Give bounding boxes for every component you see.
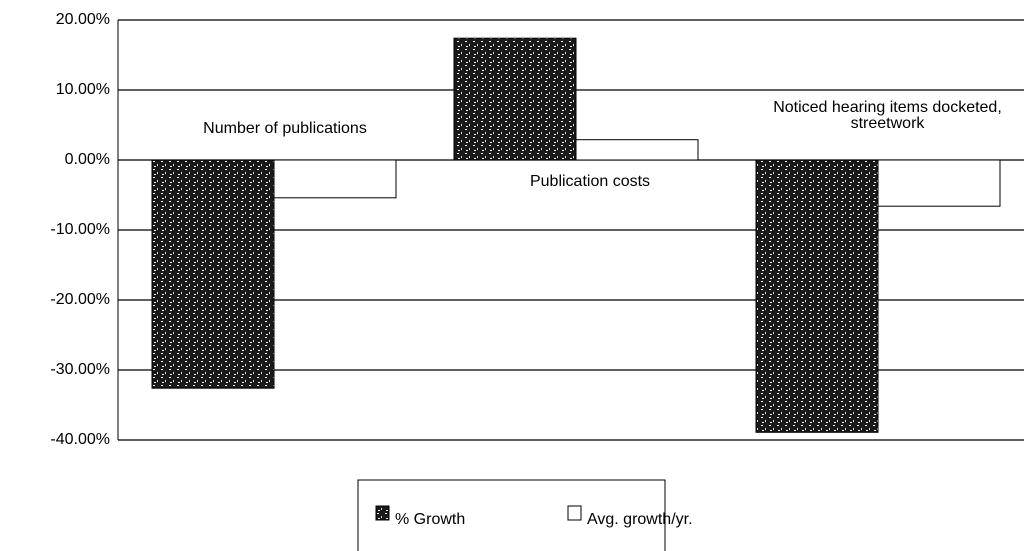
y-tick-label: -30.00% [50, 361, 110, 378]
category-label: Number of publications [155, 121, 415, 137]
legend-swatch [375, 505, 390, 521]
bar [877, 159, 1001, 207]
y-tick-label: -40.00% [50, 431, 110, 448]
category-label: Noticed hearing items docketed, streetwo… [770, 100, 1005, 132]
y-tick-label: 20.00% [56, 11, 110, 28]
legend-box [357, 479, 666, 551]
legend-label: Avg. growth/yr. [587, 511, 693, 528]
bar [453, 37, 577, 161]
y-tick-label: -10.00% [50, 221, 110, 238]
bar [151, 159, 275, 389]
legend: % Growth Avg. growth/yr. [357, 479, 693, 551]
legend-label: % Growth [395, 511, 465, 528]
y-tick-label: -20.00% [50, 291, 110, 308]
category-label: Publication costs [470, 174, 710, 190]
y-tick-label: 0.00% [65, 151, 110, 168]
y-tick-label: 10.00% [56, 81, 110, 98]
bar [755, 159, 879, 433]
legend-swatch [567, 505, 582, 521]
bar [273, 159, 397, 199]
bar [575, 139, 699, 161]
